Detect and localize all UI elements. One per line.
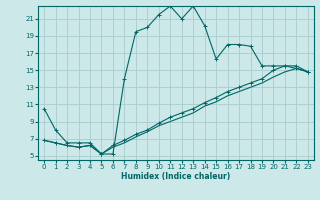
- X-axis label: Humidex (Indice chaleur): Humidex (Indice chaleur): [121, 172, 231, 181]
